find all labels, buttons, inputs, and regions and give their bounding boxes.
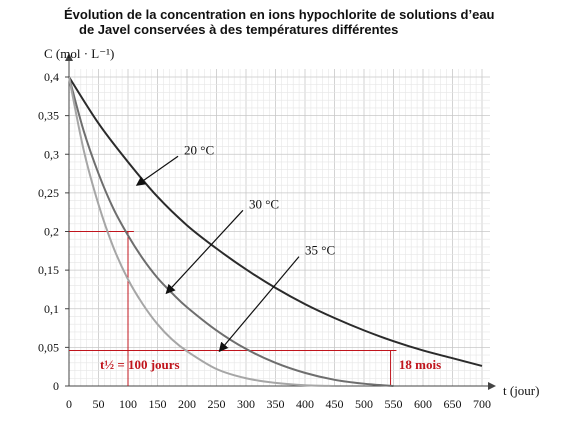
curve-label: 30 °C <box>249 196 279 211</box>
x-tick-label: 500 <box>355 397 373 411</box>
curve-label-arrow <box>165 209 244 295</box>
x-tick-label: 600 <box>414 397 432 411</box>
x-tick-label: 150 <box>149 397 167 411</box>
x-tick-label: 100 <box>119 397 137 411</box>
chart-title-line-1: Évolution de la concentration en ions hy… <box>64 7 495 22</box>
y-tick-label: 0,15 <box>38 263 59 277</box>
y-tick-label: 0,1 <box>44 302 59 316</box>
chart-title-line-2: de Javel conservées à des températures d… <box>79 22 398 37</box>
curve-labels: 20 °C 30 °C 35 °C <box>135 142 335 353</box>
y-tick-label: 0,05 <box>38 340 59 354</box>
annotations: t½ = 100 jours 18 mois <box>69 231 441 386</box>
x-tick-label: 50 <box>93 397 105 411</box>
series-line-2 <box>68 76 335 387</box>
x-tick-label: 300 <box>237 397 255 411</box>
x-axis-arrow <box>488 382 496 390</box>
y-tick-label: 0,3 <box>44 147 59 161</box>
y-tick-label: 0 <box>53 379 59 393</box>
curve-label: 35 °C <box>305 243 335 258</box>
x-tick-label: 200 <box>178 397 196 411</box>
annotation-label: t½ = 100 jours <box>100 357 180 372</box>
y-tick-label: 0,2 <box>44 225 59 239</box>
curve-label: 20 °C <box>184 142 214 157</box>
curve-label-arrow <box>218 256 300 353</box>
series <box>68 76 483 387</box>
series-line-0 <box>68 76 483 367</box>
y-axis-label: C (mol · L⁻¹) <box>44 46 114 61</box>
x-tick-label: 250 <box>208 397 226 411</box>
x-tick-label: 650 <box>444 397 462 411</box>
grid <box>68 69 490 387</box>
x-tick-label: 0 <box>66 397 72 411</box>
axes <box>65 53 496 390</box>
y-axis-arrow <box>65 53 73 61</box>
x-tick-label: 450 <box>326 397 344 411</box>
series-line-1 <box>68 76 394 387</box>
x-tick-label: 400 <box>296 397 314 411</box>
curve-label-arrow <box>135 155 179 186</box>
tick-labels: 0 50 100 150 200 250 300 350 400 450 500 550 600 650 7… <box>38 70 491 411</box>
annotation-label: 18 mois <box>399 357 441 372</box>
x-axis-label: t (jour) <box>503 383 539 398</box>
y-tick-label: 0,25 <box>38 186 59 200</box>
y-tick-label: 0,35 <box>38 109 59 123</box>
x-tick-label: 700 <box>473 397 491 411</box>
y-tick-label: 0,4 <box>44 70 59 84</box>
x-tick-label: 550 <box>385 397 403 411</box>
x-tick-label: 350 <box>267 397 285 411</box>
